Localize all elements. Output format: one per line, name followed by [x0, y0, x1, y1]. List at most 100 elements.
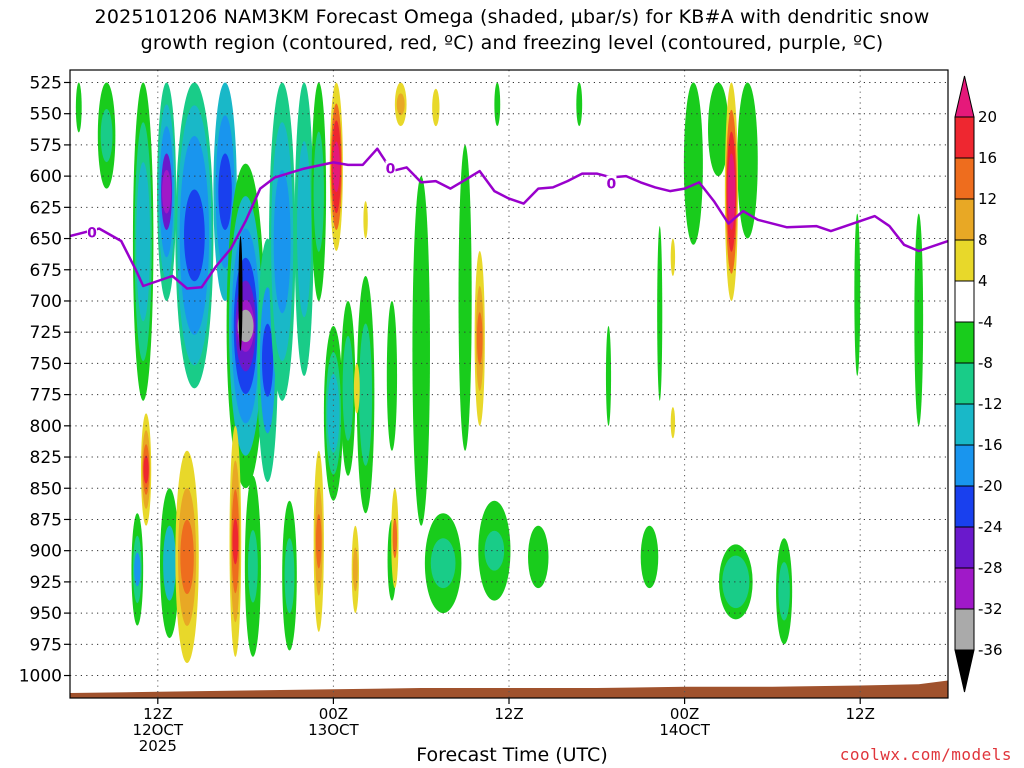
omega-shading — [75, 82, 924, 664]
colorbar-segment — [954, 157, 975, 200]
colorbar-segment — [954, 444, 975, 487]
y-tick-label: 1000 — [19, 667, 62, 687]
colorbar-label: -8 — [978, 354, 993, 372]
x-tick-label: 12Z — [846, 705, 875, 723]
omega-cell — [184, 189, 205, 282]
x-tick-label: 00Z — [319, 705, 348, 723]
colorbar-label: -36 — [978, 641, 1003, 659]
omega-cell — [363, 201, 368, 239]
freezing-level-label-bg — [385, 160, 396, 176]
y-tick-label: 525 — [30, 73, 62, 93]
omega-cell — [100, 109, 113, 163]
y-tick-label: 900 — [30, 542, 62, 562]
omega-cell — [670, 238, 676, 277]
omega-cell — [353, 363, 360, 414]
omega-cell — [412, 176, 430, 526]
omega-cell — [683, 82, 703, 245]
colorbar: 20 16 12 8 4 -4 -8 -12 -16 -20 -24 -28 -32 -36 — [954, 75, 1003, 693]
x-axis-title: Forecast Time (UTC) — [416, 744, 608, 766]
omega-cell — [432, 88, 440, 127]
y-tick-label: 975 — [30, 635, 62, 655]
freezing-level-contour: 0 0 0 — [70, 147, 948, 290]
omega-cell — [605, 325, 612, 426]
chart-title-line-2: growth region (contoured, red, ºC) and f… — [140, 32, 884, 54]
omega-cell — [476, 312, 483, 365]
y-tick-label: 575 — [30, 136, 62, 156]
omega-cell — [284, 538, 295, 614]
colorbar-segment — [954, 198, 975, 241]
omega-cell — [359, 323, 373, 466]
y-tick-label: 625 — [30, 198, 62, 218]
omega-cell — [727, 153, 736, 230]
y-tick-label: 600 — [30, 167, 62, 187]
y-tick-label: 925 — [30, 573, 62, 593]
omega-cell — [657, 226, 663, 401]
x-tick-label: 13OCT — [308, 721, 359, 739]
x-tick-label: 12Z — [494, 705, 523, 723]
omega-cell — [315, 514, 322, 569]
colorbar-label: 4 — [978, 272, 988, 290]
x-tick-label: 12Z — [143, 705, 172, 723]
y-tick-label: 850 — [30, 479, 62, 499]
omega-cell — [232, 518, 239, 565]
y-tick-label: 750 — [30, 354, 62, 374]
x-tick-label: 14OCT — [659, 721, 710, 739]
colorbar-label: 12 — [978, 190, 997, 208]
chart-title-line-1: 2025101206 NAM3KM Forecast Omega (shaded… — [94, 6, 930, 28]
colorbar-label: -32 — [978, 600, 1003, 618]
omega-cell — [163, 525, 176, 601]
colorbar-segment — [954, 608, 975, 651]
y-tick-label: 950 — [30, 604, 62, 624]
freezing-level-label-bg — [86, 224, 97, 240]
colorbar-segment — [954, 280, 975, 323]
colorbar-label: -16 — [978, 436, 1003, 454]
colorbar-label: -20 — [978, 477, 1003, 495]
colorbar-label: 20 — [978, 108, 997, 126]
colorbar-bottom-arrow — [954, 649, 975, 693]
omega-cell — [708, 82, 729, 177]
omega-cell — [143, 455, 149, 484]
omega-cell — [273, 170, 291, 314]
omega-cell — [238, 236, 243, 351]
y-tick-label: 675 — [30, 261, 62, 281]
colorbar-segment — [954, 403, 975, 446]
x-tick-label: 00Z — [670, 705, 699, 723]
colorbar-label: -4 — [978, 313, 993, 331]
omega-cell — [261, 323, 274, 397]
y-tick-label: 550 — [30, 105, 62, 125]
omega-cell — [778, 562, 790, 621]
colorbar-top-arrow — [954, 75, 975, 118]
omega-cell — [180, 519, 194, 595]
omega-cell — [75, 82, 82, 133]
omega-cell — [854, 213, 861, 376]
omega-cell — [162, 169, 172, 214]
omega-cell — [386, 300, 398, 451]
x-tick-label: 12OCT — [133, 721, 184, 739]
omega-cell — [396, 93, 405, 116]
freezing-level-label: 0 — [87, 225, 97, 241]
freezing-level-label-bg — [606, 175, 617, 191]
y-tick-label: 700 — [30, 292, 62, 312]
y-tick-label: 825 — [30, 448, 62, 468]
omega-cell — [670, 407, 676, 439]
freezing-level-label: 0 — [607, 177, 617, 193]
omega-cell — [494, 82, 501, 127]
colorbar-segment — [954, 526, 975, 569]
omega-cell — [297, 141, 312, 318]
y-tick-label: 875 — [30, 510, 62, 530]
omega-cell — [640, 525, 659, 589]
omega-cell — [392, 518, 398, 559]
terrain — [70, 680, 948, 698]
colorbar-label: 16 — [978, 149, 997, 167]
source-credit: coolwx.com/models — [839, 745, 1012, 764]
omega-cell — [134, 552, 141, 587]
omega-cell — [313, 131, 324, 252]
omega-cell — [248, 530, 258, 603]
freezing-level-line — [70, 147, 948, 290]
omega-cell — [342, 335, 354, 441]
colorbar-segment — [954, 321, 975, 364]
omega-cell — [136, 162, 151, 322]
freezing-level-label: 0 — [386, 162, 396, 178]
colorbar-segment — [954, 362, 975, 405]
colorbar-label: -24 — [978, 518, 1003, 536]
